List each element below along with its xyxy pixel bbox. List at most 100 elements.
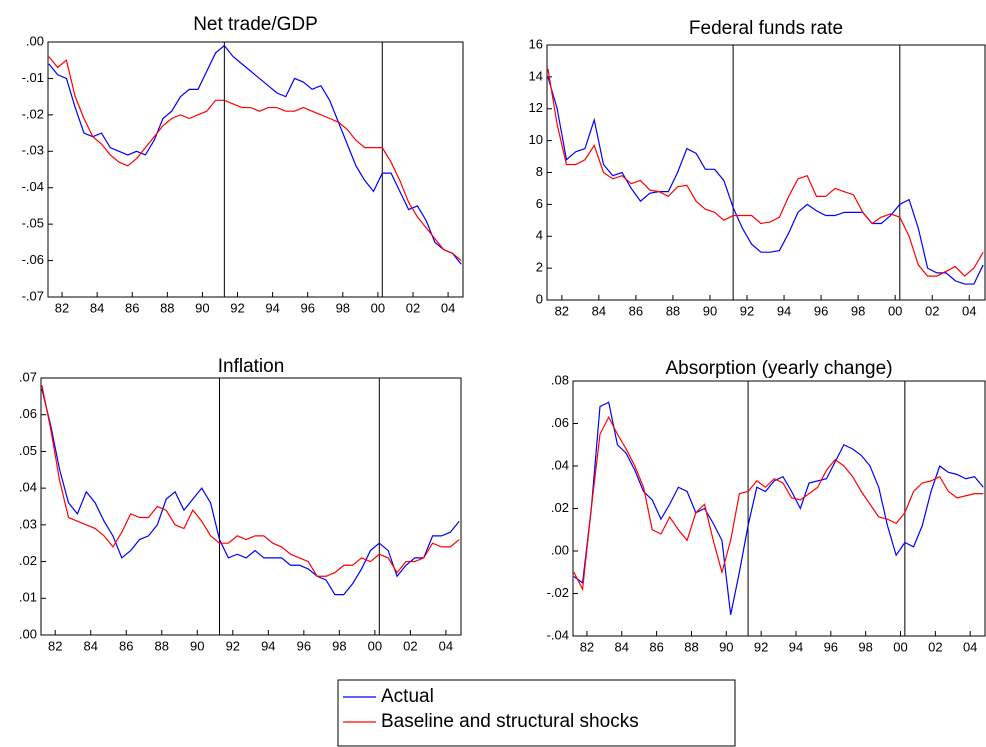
- x-tick-label: 92: [754, 639, 768, 654]
- x-tick-label: 96: [297, 638, 311, 653]
- y-tick-label: -.03: [22, 143, 44, 158]
- x-tick-label: 88: [666, 303, 680, 318]
- x-tick-label: 84: [90, 300, 104, 315]
- series-line: [573, 401, 984, 615]
- y-tick-label: .00: [551, 542, 569, 557]
- x-tick-label: 82: [580, 639, 594, 654]
- x-tick-label: 02: [406, 300, 420, 315]
- y-tick-label: .05: [19, 443, 37, 458]
- plot-frame: [572, 380, 986, 637]
- x-tick-label: 04: [963, 639, 977, 654]
- y-tick-label: -.06: [22, 252, 44, 267]
- y-tick-label: -.04: [547, 627, 569, 642]
- chart-title: Inflation: [218, 356, 285, 377]
- series-line: [48, 44, 462, 265]
- x-tick-label: 02: [928, 639, 942, 654]
- x-tick-label: 98: [858, 639, 872, 654]
- y-tick-label: -.01: [22, 70, 44, 85]
- x-tick-label: 88: [160, 300, 174, 315]
- legend-box: [337, 679, 736, 747]
- chart-title: Net trade/GDP: [193, 14, 318, 35]
- x-tick-label: 84: [615, 639, 629, 654]
- x-tick-label: 84: [592, 303, 606, 318]
- x-tick-label: 90: [703, 303, 717, 318]
- x-tick-label: 90: [719, 639, 733, 654]
- x-tick-label: 98: [332, 638, 346, 653]
- y-tick-label: -.05: [22, 216, 44, 231]
- x-tick-label: 04: [962, 303, 976, 318]
- x-tick-label: 86: [629, 303, 643, 318]
- y-tick-label: .02: [19, 553, 37, 568]
- y-tick-label: 10: [529, 132, 543, 147]
- series-line: [41, 385, 460, 577]
- x-tick-label: 04: [441, 300, 455, 315]
- x-tick-label: 00: [371, 300, 385, 315]
- x-tick-label: 86: [125, 300, 139, 315]
- x-tick-label: 90: [190, 638, 204, 653]
- y-tick-label: .03: [19, 516, 37, 531]
- x-tick-label: 94: [265, 300, 279, 315]
- y-tick-label: 4: [536, 228, 543, 243]
- y-tick-label: .04: [551, 457, 569, 472]
- series-line: [573, 415, 984, 592]
- legend-label: Actual: [381, 686, 434, 707]
- series-line: [547, 76, 984, 285]
- y-tick-label: -.02: [547, 585, 569, 600]
- x-tick-label: 86: [119, 638, 133, 653]
- x-tick-label: 00: [893, 639, 907, 654]
- x-tick-label: 96: [824, 639, 838, 654]
- y-tick-label: .06: [19, 406, 37, 421]
- x-tick-label: 00: [888, 303, 902, 318]
- x-tick-label: 88: [155, 638, 169, 653]
- x-tick-label: 96: [300, 300, 314, 315]
- legend-label: Baseline and structural shocks: [381, 711, 639, 732]
- x-tick-label: 92: [230, 300, 244, 315]
- y-tick-label: 12: [529, 100, 543, 115]
- x-tick-label: 88: [684, 639, 698, 654]
- series-line: [48, 56, 462, 262]
- plot-frame: [40, 377, 462, 636]
- x-tick-label: 98: [851, 303, 865, 318]
- chart-title: Absorption (yearly change): [665, 358, 892, 379]
- series-line: [41, 388, 460, 596]
- y-tick-label: -.07: [22, 288, 44, 303]
- x-tick-label: 92: [740, 303, 754, 318]
- y-tick-label: .07: [19, 369, 37, 384]
- chart-title: Federal funds rate: [689, 18, 843, 39]
- x-tick-label: 92: [226, 638, 240, 653]
- x-tick-label: 02: [925, 303, 939, 318]
- x-tick-label: 90: [195, 300, 209, 315]
- x-tick-label: 94: [261, 638, 275, 653]
- y-tick-label: 8: [536, 164, 543, 179]
- plot-frame: [47, 41, 464, 298]
- y-tick-label: .02: [551, 500, 569, 515]
- y-tick-label: 0: [536, 291, 543, 306]
- x-tick-label: 94: [789, 639, 803, 654]
- x-tick-label: 04: [439, 638, 453, 653]
- x-tick-label: 96: [814, 303, 828, 318]
- x-tick-label: 82: [555, 303, 569, 318]
- x-tick-label: 98: [336, 300, 350, 315]
- y-tick-label: .01: [19, 590, 37, 605]
- y-tick-label: .00: [19, 626, 37, 641]
- y-tick-label: -.04: [22, 179, 44, 194]
- series-line: [547, 68, 984, 277]
- plot-frame: [546, 44, 986, 301]
- x-tick-label: 84: [83, 638, 97, 653]
- y-tick-label: 16: [529, 36, 543, 51]
- x-tick-label: 86: [649, 639, 663, 654]
- x-tick-label: 82: [55, 300, 69, 315]
- y-tick-label: 2: [536, 260, 543, 275]
- y-tick-label: .04: [19, 480, 37, 495]
- y-tick-label: 6: [536, 196, 543, 211]
- y-tick-label: 14: [529, 68, 543, 83]
- y-tick-label: .08: [551, 372, 569, 387]
- y-tick-label: .00: [26, 33, 44, 48]
- y-tick-label: .06: [551, 415, 569, 430]
- x-tick-label: 94: [777, 303, 791, 318]
- y-tick-label: -.02: [22, 106, 44, 121]
- x-tick-label: 82: [48, 638, 62, 653]
- x-tick-label: 02: [403, 638, 417, 653]
